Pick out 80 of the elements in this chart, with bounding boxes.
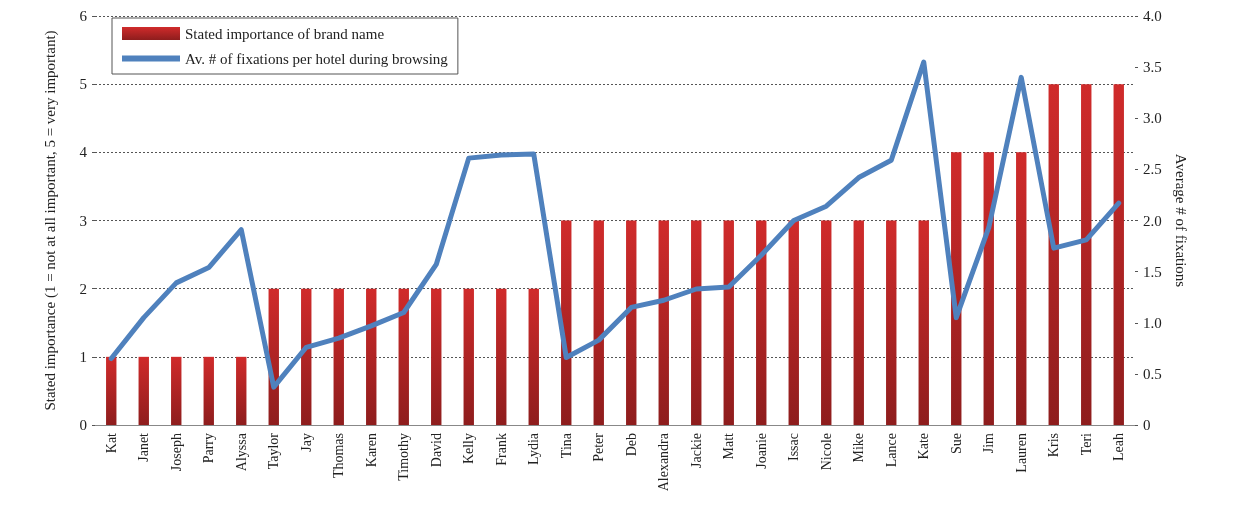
x-tick-label: Parry [201,433,217,464]
x-tick-label: Lance [883,433,899,468]
x-tick-label: Alyssa [233,432,249,472]
x-tick-label: Karen [363,433,379,468]
x-tick-label: Sue [948,433,964,454]
x-tick-label: Jay [298,433,314,452]
bar [1113,84,1124,425]
x-tick-label: Thomas [331,433,347,479]
bar [918,220,929,425]
x-tick-label: Joanie [753,433,769,469]
x-tick-label: Kate [916,433,932,460]
bar [463,288,474,425]
x-tick-label: Frank [493,433,509,466]
legend-label: Av. # of fixations per hotel during browsing [185,50,449,67]
x-tick-label: Kelly [461,433,477,465]
bar [756,220,767,425]
x-tick-label: Lydia [526,432,542,465]
bar [366,288,377,425]
y2-tick-label: 1.5 [1143,263,1162,280]
bar [236,356,247,425]
x-tick-label: David [428,433,444,468]
bar [333,288,344,425]
x-tick-label: Timothy [396,433,412,481]
legend-label: Stated importance of brand name [185,25,385,42]
x-tick-label: Alexandra [656,432,672,492]
y2-tick-label: 4.0 [1143,8,1162,24]
x-tick-label: Joseph [168,433,184,472]
y2-tick-label: 1.0 [1143,314,1162,331]
bar [106,356,117,425]
y-tick-label: 0 [79,417,87,433]
y-tick-label: 4 [79,144,88,161]
x-tick-label: Janet [136,432,152,462]
x-tick-label: Leah [1111,433,1127,461]
y-tick-label: 5 [79,76,87,93]
bar [171,356,182,425]
bar [301,288,312,425]
x-tick-label: Kat [103,432,119,454]
bar [853,220,864,425]
x-tick-label: Kris [1046,433,1062,458]
x-tick-label: Tina [558,432,574,459]
bar [496,288,507,425]
y-tick-label: 3 [79,212,87,229]
bar [626,220,637,425]
y2-tick-label: 3.0 [1143,110,1162,127]
x-tick-label: Matt [721,432,737,460]
y2-tick-label: 3.5 [1143,59,1162,76]
bar [138,356,149,425]
bar [528,288,539,425]
y-axis-title: Stated importance (1 = not at all important, 5 = very important) [41,30,59,411]
x-tick-label: Taylor [266,432,282,470]
bar [723,220,734,425]
bar [1081,84,1092,425]
x-tick-label: Deb [623,433,639,457]
y2-tick-label: 0.5 [1143,365,1162,382]
x-tick-label: Jim [981,432,997,454]
bar [203,356,214,425]
y2-axis-title: Average # of fixations [1172,153,1189,288]
x-tick-label: Teri [1078,432,1094,456]
bar [1048,84,1059,425]
y2-tick-label: 2.0 [1143,212,1162,229]
x-tick-label: Issac [786,433,802,461]
bar [1016,152,1027,425]
y-tick-label: 1 [79,348,87,365]
x-tick-label: Jackie [688,433,704,468]
bar [821,220,832,425]
bar [398,288,409,425]
x-tick-label: Lauren [1013,433,1029,473]
bar [788,220,799,425]
x-tick-label: Nicole [818,433,834,471]
y2-tick-label: 0 [1143,417,1151,433]
x-tick-label: Peter [591,432,607,462]
bar [886,220,897,425]
bar [593,220,604,425]
bar [431,288,442,425]
bar [691,220,702,425]
y-tick-label: 6 [79,8,88,24]
x-tick-label: Mike [851,433,867,463]
y-tick-label: 2 [79,280,87,297]
bar [658,220,669,425]
y2-tick-label: 2.5 [1143,161,1162,178]
